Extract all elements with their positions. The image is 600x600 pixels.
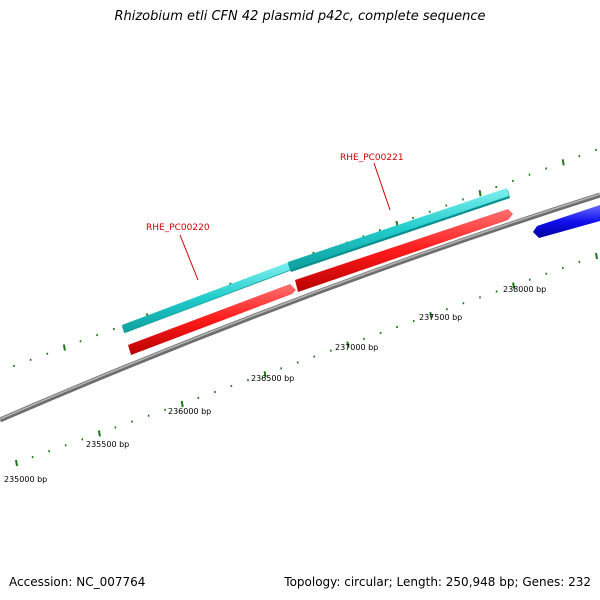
outer-major-tick — [561, 159, 565, 166]
topology-summary: Topology: circular; Length: 250,948 bp; … — [284, 575, 591, 589]
scale-label-235500: 235500 bp — [86, 440, 129, 449]
scale-label-236000: 236000 bp — [168, 407, 211, 416]
outer-major-tick — [478, 190, 482, 197]
scale-label-237500: 237500 bp — [419, 313, 462, 322]
inner-major-tick — [595, 252, 598, 260]
inner-major-tick — [15, 459, 18, 467]
reverse-cds-rhe-pc00220[interactable] — [128, 284, 296, 355]
inner-major-tick — [263, 371, 267, 378]
plasmid-backbone — [0, 192, 600, 423]
plasmid-backbone-highlight — [0, 193, 600, 420]
scale-label-238000: 238000 bp — [503, 285, 546, 294]
accession-text: Accession: NC_007764 — [9, 575, 146, 589]
scale-label-236500: 236500 bp — [251, 374, 294, 383]
scale-label-235000: 235000 bp — [4, 475, 47, 484]
inner-major-tick — [180, 400, 184, 408]
inner-major-tick — [512, 282, 516, 289]
inner-major-tick — [97, 430, 101, 437]
label-leader-rhe-pc00221 — [373, 162, 391, 211]
forward-cds-rhe-pc00220[interactable] — [122, 262, 292, 333]
inner-major-tick — [346, 341, 350, 348]
outer-major-tick — [62, 344, 66, 351]
reverse-feature-blue[interactable] — [533, 205, 600, 238]
gene-label-rhe-pc00221[interactable]: RHE_PC00221 — [340, 153, 404, 163]
gene-label-rhe-pc00220[interactable]: RHE_PC00220 — [146, 223, 210, 233]
inner-tick-row — [15, 252, 598, 467]
label-leader-rhe-pc00220 — [179, 234, 199, 281]
inner-major-tick — [429, 311, 433, 319]
scale-label-237000: 237000 bp — [335, 343, 378, 352]
reverse-cds-rhe-pc00221[interactable] — [295, 209, 513, 292]
forward-cds-rhe-pc00221[interactable] — [288, 188, 510, 272]
map-title: Rhizobium etli CFN 42 plasmid p42c, comp… — [114, 9, 486, 24]
